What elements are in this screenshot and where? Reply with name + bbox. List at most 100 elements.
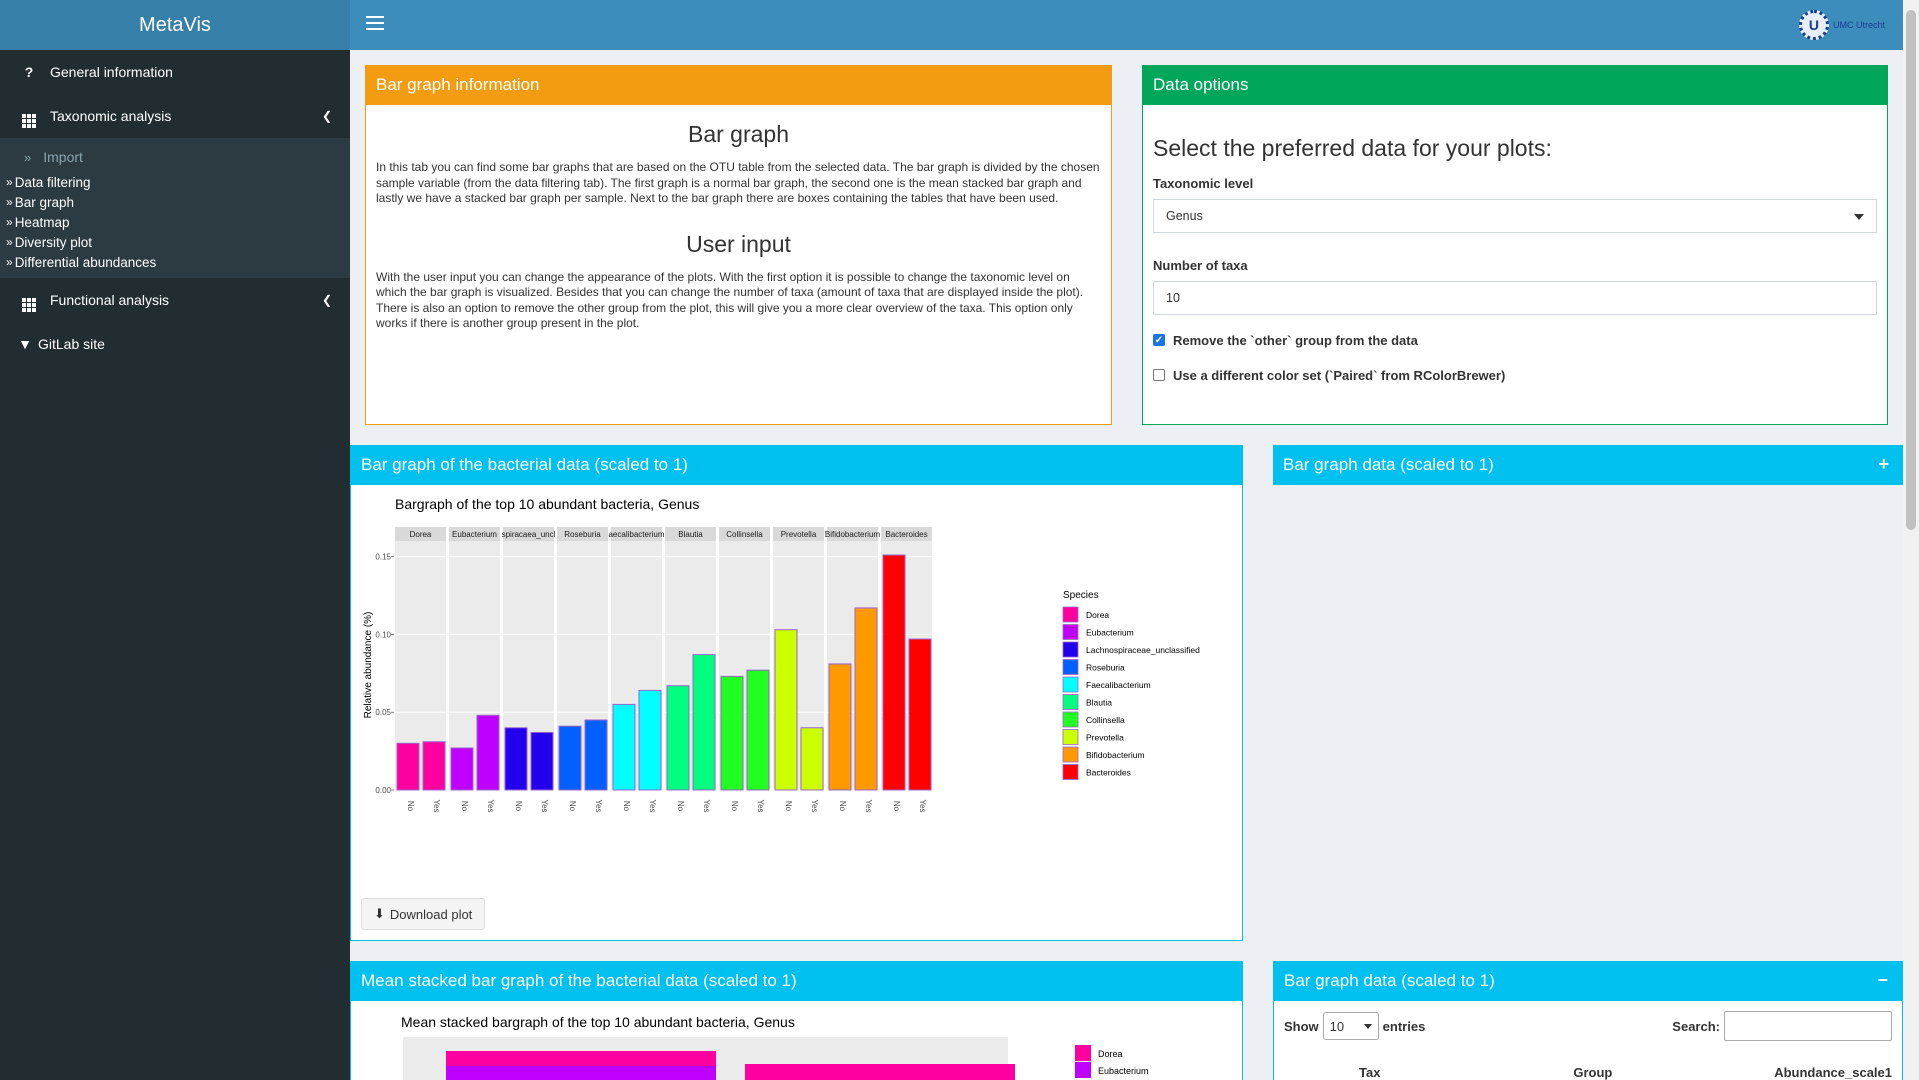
- x-tick-label: No: [622, 801, 631, 812]
- y-tick-label: 0.15: [375, 553, 391, 562]
- facet-label-blautia: Blautia: [678, 530, 703, 539]
- table-header: Tax Group Abundance_scale1: [1274, 1065, 1902, 1080]
- umc-logo: U UMC Utrecht: [1798, 10, 1885, 40]
- expand-icon[interactable]: +: [1878, 454, 1889, 474]
- bar-prevotella-yes: [800, 727, 824, 791]
- menu-toggle-icon[interactable]: [364, 12, 386, 34]
- legend-key-eubacterium: [1075, 1062, 1091, 1078]
- x-tick-label: No: [514, 801, 523, 812]
- question-icon: ?: [24, 64, 34, 80]
- bar-collinsella-yes: [746, 669, 770, 791]
- column-header-abundance[interactable]: Abundance_scale1: [1774, 1065, 1892, 1080]
- legend-key-eubacterium: [1062, 624, 1079, 640]
- page-scrollbar[interactable]: [1903, 0, 1919, 1080]
- bar-graph-data-box: Bar graph data (scaled to 1) +: [1273, 445, 1903, 485]
- double-chevron-icon: »: [6, 195, 13, 209]
- bar-dorea-yes: [422, 741, 446, 791]
- double-chevron-icon: »: [24, 149, 32, 165]
- x-tick-label: No: [838, 801, 847, 812]
- facet-label-bifidobacterium: Bifidobacterium: [825, 530, 880, 539]
- sidebar-item-gitlab[interactable]: ▼ GitLab site: [18, 336, 105, 352]
- entries-label: entries: [1382, 1018, 1426, 1034]
- x-tick-label: No: [784, 801, 793, 812]
- box-header: Data options: [1143, 65, 1887, 105]
- number-of-taxa-label: Number of taxa: [1153, 258, 1248, 273]
- app-logo[interactable]: MetaVis: [0, 0, 350, 50]
- bar-lachnospiraceae_unclassified-no: [504, 727, 528, 791]
- sidebar-item-functional[interactable]: Functional analysis ❮: [0, 278, 350, 322]
- legend-label-blautia: Blautia: [1086, 698, 1112, 708]
- sidebar-item-taxonomic[interactable]: Taxonomic analysis ❮: [0, 94, 350, 138]
- bar-bifidobacterium-no: [828, 663, 852, 791]
- color-set-checkbox[interactable]: Use a different color set (`Paired` from…: [1153, 366, 1877, 384]
- x-tick-label: Yes: [540, 799, 549, 812]
- sidebar-item-general[interactable]: ? General information: [0, 50, 350, 94]
- box-header: Mean stacked bar graph of the bacterial …: [351, 961, 1242, 1001]
- x-tick-label: Yes: [756, 799, 765, 812]
- legend-label-lachnospiraceae_unclassified: Lachnospiraceae_unclassified: [1086, 645, 1200, 655]
- scrollbar-thumb[interactable]: [1906, 10, 1916, 530]
- umc-logo-icon: U: [1798, 10, 1829, 40]
- legend-key-dorea: [1062, 606, 1079, 623]
- box-header: Bar graph data (scaled to 1) −: [1274, 961, 1902, 1001]
- search-label: Search:: [1672, 1018, 1720, 1034]
- checkbox-unchecked-icon: [1153, 369, 1165, 381]
- x-tick-label: Yes: [918, 799, 927, 812]
- bar-faecalibacterium-no: [612, 703, 636, 791]
- facet-strip: [665, 527, 716, 541]
- legend-key-blautia: [1062, 694, 1079, 710]
- sidebar-item-differential-abundances[interactable]: » Differential abundances: [6, 254, 157, 270]
- double-chevron-icon: »: [6, 235, 13, 249]
- y-axis-label: Relative abundance (%): [363, 612, 374, 719]
- x-tick-label: Yes: [702, 799, 711, 812]
- double-chevron-icon: »: [6, 255, 13, 269]
- facet-label-faecalibacterium: aecalibacterium: [608, 530, 664, 539]
- sidebar-item-import[interactable]: » Import: [24, 149, 83, 165]
- legend-title: Species: [1063, 590, 1099, 601]
- facet-label-prevotella: Prevotella: [781, 530, 817, 539]
- y-tick-label: 0.05: [375, 708, 391, 717]
- info-paragraph: In this tab you can find some bar graphs…: [376, 160, 1100, 205]
- download-plot-button[interactable]: ⬇ Download plot: [361, 898, 486, 930]
- sidebar-item-data-filtering[interactable]: » Data filtering: [6, 174, 91, 190]
- legend-label-roseburia: Roseburia: [1086, 663, 1125, 673]
- section-heading: User input: [686, 230, 791, 257]
- stack-segment-eubacterium-no: [446, 1066, 716, 1080]
- collapse-icon[interactable]: −: [1877, 970, 1888, 990]
- bar-collinsella-no: [720, 675, 744, 791]
- x-tick-label: No: [892, 801, 901, 812]
- x-tick-label: No: [406, 801, 415, 812]
- bar-eubacterium-yes: [476, 714, 500, 791]
- x-tick-label: No: [460, 801, 469, 812]
- column-header-group[interactable]: Group: [1573, 1065, 1613, 1080]
- number-of-taxa-input[interactable]: 10: [1153, 281, 1877, 315]
- x-tick-label: Yes: [594, 799, 603, 812]
- legend-key-dorea: [1075, 1045, 1091, 1061]
- legend-label-bacteroides: Bacteroides: [1086, 768, 1131, 778]
- legend-key-prevotella: [1062, 729, 1079, 745]
- bar-dorea-no: [396, 742, 420, 791]
- bar-graph-data-table-box: Bar graph data (scaled to 1) − Show 10 e…: [1273, 961, 1903, 1080]
- bar-roseburia-no: [558, 725, 582, 791]
- search-input[interactable]: [1724, 1011, 1892, 1041]
- box-header: Bar graph information: [366, 65, 1111, 105]
- column-header-tax[interactable]: Tax: [1359, 1065, 1381, 1080]
- remove-other-checkbox[interactable]: ✓ Remove the `other` group from the data: [1153, 332, 1418, 348]
- sidebar-item-diversity-plot[interactable]: » Diversity plot: [6, 234, 92, 250]
- double-chevron-icon: »: [6, 175, 13, 189]
- facet-strip: [611, 527, 662, 541]
- grid-icon: [18, 105, 40, 128]
- sidebar: ? General information Taxonomic analysis…: [0, 50, 350, 1080]
- facet-strip: [827, 527, 878, 541]
- sidebar-item-heatmap[interactable]: » Heatmap: [6, 214, 70, 230]
- app-title: MetaVis: [139, 13, 211, 36]
- facet-strip: [449, 527, 500, 541]
- entries-select[interactable]: 10: [1322, 1012, 1379, 1040]
- bar-lachnospiraceae_unclassified-yes: [530, 731, 554, 791]
- facet-label-lachnospiraceae_unclassified: spiracaea_uncl: [502, 530, 556, 539]
- sidebar-item-bar-graph[interactable]: » Bar graph: [6, 194, 74, 210]
- bar-graph-info-box: Bar graph information Bar graph In this …: [365, 65, 1112, 425]
- y-tick-label: 0.00: [375, 786, 391, 795]
- legend-key-lachnospiraceae_unclassified: [1062, 641, 1079, 658]
- taxonomic-level-select[interactable]: Genus: [1153, 199, 1877, 233]
